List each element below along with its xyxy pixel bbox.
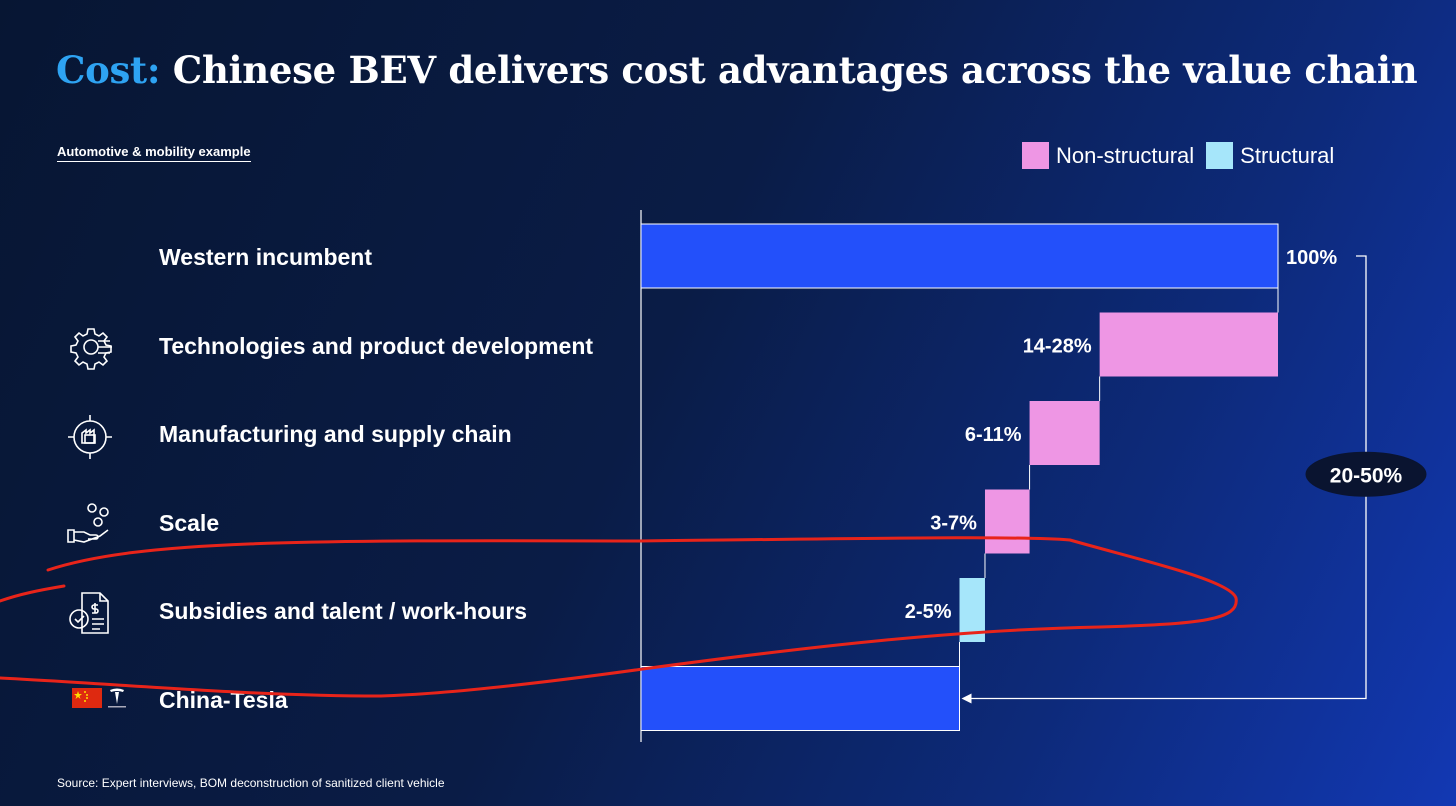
legend: Non-structural Structural [1022, 142, 1346, 169]
bar-label-4: 2-5% [905, 601, 952, 623]
bracket-arrowhead [961, 693, 972, 704]
row-label-technologies: Technologies and product development [159, 333, 594, 359]
total-saving-badge [1305, 451, 1427, 497]
bar-label-3: 3-7% [930, 513, 977, 535]
bar-label-2: 6-11% [965, 424, 1022, 446]
legend-swatch-non-structural [1022, 142, 1049, 169]
title-text: Chinese BEV delivers cost advantages acr… [160, 48, 1418, 92]
row-label-scale: Scale [159, 510, 220, 536]
row-label-manufacturing: Manufacturing and supply chain [159, 421, 512, 447]
document-check-icon [69, 592, 109, 634]
legend-label-non-structural: Non-structural [1056, 142, 1195, 168]
bar-label-1: 14-28% [1023, 336, 1092, 358]
bar-label-0: 100% [1286, 247, 1337, 269]
legend-item-structural: Structural [1206, 142, 1334, 169]
subtitle: Automotive & mobility example [57, 144, 251, 162]
legend-swatch-structural [1206, 142, 1234, 169]
factory-target-icon [68, 415, 112, 459]
total-saving-label: 20-50% [1330, 464, 1403, 487]
hand-coins-icon [67, 503, 109, 543]
bar-2 [1029, 401, 1100, 465]
china-flag-tesla-icon [66, 686, 136, 715]
bar-3 [984, 489, 1030, 554]
bar-0 [640, 223, 1279, 289]
source-note: Source: Expert interviews, BOM deconstru… [57, 776, 445, 790]
title-accent: Cost: [56, 48, 161, 92]
row-label-western-incumbent: Western incumbent [159, 244, 372, 270]
legend-label-structural: Structural [1240, 142, 1335, 168]
row-label-subsidies: Subsidies and talent / work-hours [159, 598, 528, 624]
red-annotation-scribble [0, 536, 1238, 698]
gear-circuit-icon [70, 328, 112, 370]
page-title: Cost: Chinese BEV delivers cost advantag… [56, 48, 1418, 92]
legend-item-non-structural: Non-structural [1022, 142, 1194, 169]
red-annotation-stroke [0, 584, 66, 603]
bar-1 [1099, 312, 1278, 377]
bar-5 [640, 666, 960, 731]
